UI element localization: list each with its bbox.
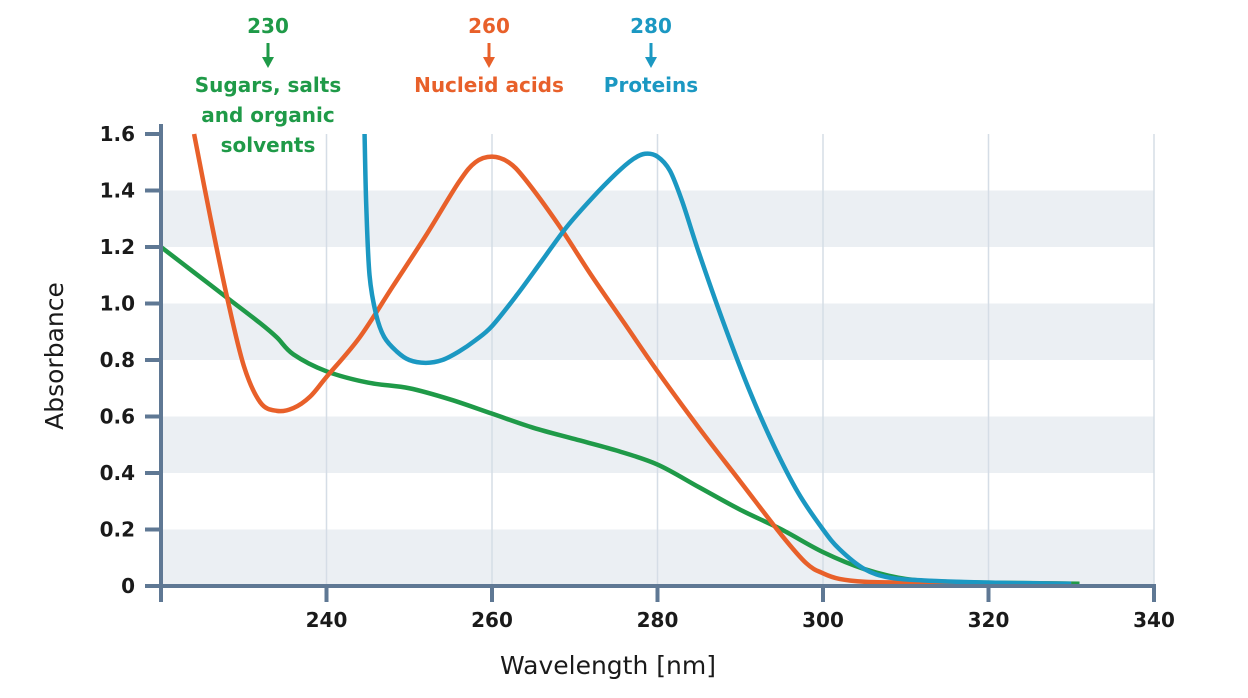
y-tick-label: 0.6 bbox=[100, 405, 135, 429]
series-line-nucleic-acids bbox=[191, 133, 1072, 586]
series-line-proteins bbox=[362, 133, 1072, 586]
annotation-wavelength: 260 bbox=[468, 14, 510, 38]
annotation-wavelength: 230 bbox=[247, 14, 289, 38]
x-tick-label: 280 bbox=[637, 608, 679, 632]
x-tick-label: 340 bbox=[1133, 608, 1175, 632]
series-layer bbox=[159, 133, 1080, 586]
x-tick-label: 320 bbox=[968, 608, 1010, 632]
y-tick-label: 1.6 bbox=[100, 122, 135, 146]
x-ticks: 240 260 280 300 320 340 bbox=[306, 586, 1175, 632]
y-tick-label: 1.0 bbox=[100, 292, 135, 316]
x-axis-title: Wavelength [nm] bbox=[500, 651, 716, 680]
y-tick-label: 1.4 bbox=[100, 179, 135, 203]
y-tick-label: 0.8 bbox=[100, 348, 135, 372]
annotation-label: and organic bbox=[201, 103, 334, 127]
arrow-head-icon bbox=[262, 57, 274, 68]
annotations: 230 Sugars, salts and organic solvents 260 Nu… bbox=[195, 14, 698, 157]
y-tick-label: 0 bbox=[121, 574, 135, 598]
y-tick-label: 1.2 bbox=[100, 235, 135, 259]
annotation-label: Nucleid acids bbox=[414, 73, 564, 97]
x-tick-label: 300 bbox=[802, 608, 844, 632]
annotation-280: 280 Proteins bbox=[604, 14, 698, 97]
x-tick-label: 240 bbox=[306, 608, 348, 632]
x-tick-label: 260 bbox=[471, 608, 513, 632]
arrow-head-icon bbox=[483, 57, 495, 68]
annotation-wavelength: 280 bbox=[630, 14, 672, 38]
y-tick-label: 0.2 bbox=[100, 518, 135, 542]
annotation-label: Proteins bbox=[604, 73, 698, 97]
annotation-230: 230 Sugars, salts and organic solvents bbox=[195, 14, 342, 157]
vertical-gridlines bbox=[325, 134, 1155, 586]
y-axis-title: Absorbance bbox=[40, 282, 69, 430]
annotation-260: 260 Nucleid acids bbox=[414, 14, 564, 97]
annotation-label: solvents bbox=[221, 133, 316, 157]
y-tick-label: 0.4 bbox=[100, 461, 135, 485]
annotation-label: Sugars, salts bbox=[195, 73, 342, 97]
y-ticks: 0 0.2 0.4 0.6 0.8 1.0 1.2 1.4 1.6 bbox=[100, 122, 161, 598]
arrow-head-icon bbox=[645, 57, 657, 68]
